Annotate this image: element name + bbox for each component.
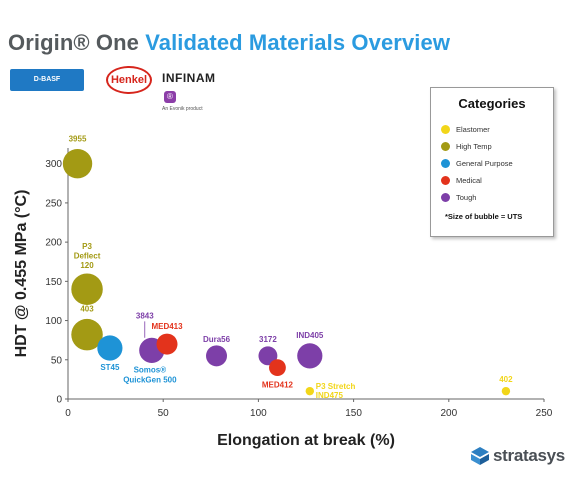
- y-tick-label: 0: [56, 395, 62, 406]
- bubble-tough: [297, 343, 323, 369]
- page-title: Origin® One Validated Materials Overview: [8, 30, 450, 56]
- bubble-tough: [206, 345, 228, 367]
- stratasys-logo: stratasys: [470, 446, 565, 466]
- data-label: MED412: [262, 381, 294, 390]
- data-label: P3 Deflect 120: [74, 242, 101, 270]
- bubble-elastomer: [501, 386, 511, 396]
- infinam-subtitle: An Evonik product: [162, 106, 203, 112]
- bubble-tough: [258, 346, 278, 366]
- legend-swatch: [441, 193, 450, 202]
- y-axis-title: HDT @ 0.455 MPa (°C): [13, 190, 30, 358]
- legend-swatch: [441, 125, 450, 134]
- data-label: P3 Stretch IND475: [316, 382, 356, 400]
- basf-logo: D-BASF: [10, 69, 84, 91]
- legend-items: Elastomer High Temp General Purpose Medical…: [431, 121, 553, 206]
- bubble-elastomer: [305, 386, 315, 396]
- legend-swatch: [441, 176, 450, 185]
- legend-label: General Purpose: [456, 159, 513, 168]
- y-tick-label: 200: [45, 238, 62, 249]
- x-axis-title: Elongation at break (%): [217, 432, 395, 449]
- data-label: 3172: [259, 335, 277, 344]
- legend-label: Elastomer: [456, 125, 490, 134]
- data-label: ST45: [100, 363, 120, 372]
- bubble-high-temp: [71, 318, 103, 351]
- stratasys-mark-icon: [471, 447, 489, 465]
- legend-item: Medical: [431, 172, 553, 189]
- title-prefix: Origin® One: [8, 30, 139, 55]
- legend-label: Medical: [456, 176, 482, 185]
- data-label: Somos® QuickGen 500: [123, 365, 177, 384]
- bubble-high-temp: [62, 148, 93, 179]
- chart-legend: Categories Elastomer High Temp General Pur…: [430, 87, 554, 237]
- stratasys-wordmark: stratasys: [493, 446, 565, 465]
- legend-item: High Temp: [431, 138, 553, 155]
- legend-label: High Temp: [456, 142, 492, 151]
- legend-swatch: [441, 159, 450, 168]
- title-accent: Validated Materials Overview: [145, 30, 451, 55]
- data-label: IND405: [296, 331, 324, 340]
- data-label: Dura56: [203, 335, 231, 344]
- bubble-medical: [269, 359, 286, 377]
- infinam-badge-icon: ®: [164, 91, 176, 103]
- y-tick-label: 150: [45, 277, 62, 288]
- data-label: 402: [499, 375, 513, 384]
- y-tick-label: 50: [51, 355, 63, 366]
- henkel-logo: Henkel: [106, 66, 152, 94]
- y-tick-label: 250: [45, 198, 62, 209]
- bubble-high-temp: [71, 273, 103, 305]
- infinam-logo: INFINAM ® An Evonik product: [162, 69, 216, 112]
- legend-item: General Purpose: [431, 155, 553, 172]
- x-tick-label: 0: [65, 408, 71, 419]
- legend-item: Elastomer: [431, 121, 553, 138]
- x-tick-label: 50: [158, 408, 170, 419]
- x-tick-label: 250: [536, 408, 553, 419]
- x-tick-label: 100: [250, 408, 267, 419]
- legend-label: Tough: [456, 193, 477, 202]
- bubble-medical: [156, 333, 178, 355]
- legend-title: Categories: [458, 96, 526, 111]
- data-label: 403: [80, 305, 94, 314]
- infinam-wordmark: INFINAM: [162, 71, 216, 85]
- bubble-general-purpose: [97, 335, 123, 361]
- data-label: MED413: [151, 322, 183, 331]
- y-tick-label: 300: [45, 159, 62, 170]
- legend-swatch: [441, 142, 450, 151]
- data-label: 3955: [69, 135, 87, 144]
- legend-item: Tough: [431, 189, 553, 206]
- legend-note: *Size of bubble = UTS: [445, 212, 523, 221]
- x-tick-label: 150: [345, 408, 362, 419]
- x-tick-label: 200: [440, 408, 457, 419]
- data-label: 3843: [136, 311, 154, 320]
- y-tick-label: 100: [45, 316, 62, 327]
